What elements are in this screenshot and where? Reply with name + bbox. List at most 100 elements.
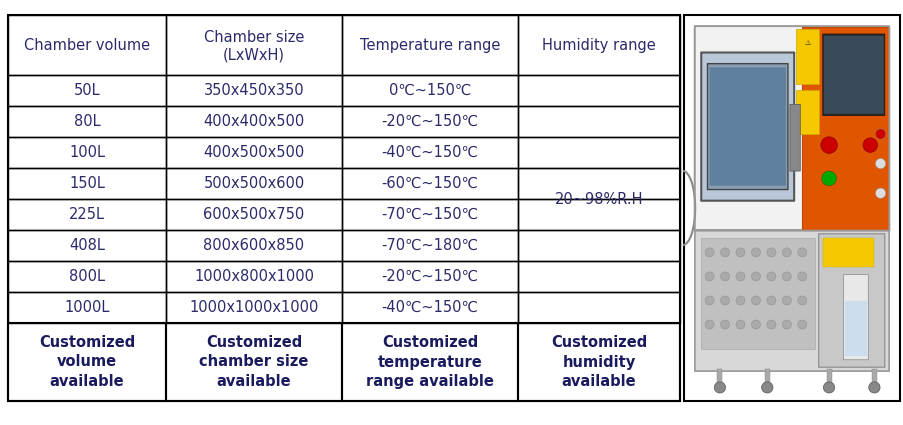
Bar	[166, 199, 341, 230]
Bar	[166, 292, 341, 323]
Bar	[825, 369, 831, 388]
Text: -70℃~150℃: -70℃~150℃	[381, 207, 478, 222]
Text: 80L: 80L	[74, 114, 100, 129]
FancyBboxPatch shape	[701, 53, 793, 201]
Ellipse shape	[823, 382, 833, 393]
Circle shape	[781, 296, 790, 305]
Bar	[717, 369, 721, 388]
Text: 225L: 225L	[69, 207, 105, 222]
Ellipse shape	[713, 382, 725, 393]
Bar	[341, 323, 517, 401]
Circle shape	[862, 138, 877, 152]
Text: 800L: 800L	[69, 269, 105, 284]
Bar	[8, 75, 166, 106]
Bar	[166, 261, 341, 292]
Bar	[341, 199, 517, 230]
Circle shape	[704, 272, 713, 281]
Bar	[517, 230, 679, 261]
Circle shape	[735, 320, 744, 329]
Bar	[517, 261, 679, 292]
Text: Chamber volume: Chamber volume	[23, 37, 150, 53]
FancyBboxPatch shape	[707, 64, 787, 190]
Text: Customized
chamber size
available: Customized chamber size available	[199, 335, 308, 389]
Bar	[166, 230, 341, 261]
Circle shape	[750, 320, 759, 329]
FancyBboxPatch shape	[709, 68, 785, 186]
Circle shape	[704, 296, 713, 305]
FancyBboxPatch shape	[822, 34, 884, 116]
FancyBboxPatch shape	[823, 36, 883, 114]
Bar	[8, 199, 166, 230]
Bar	[701, 238, 814, 348]
Text: 400x400x500: 400x400x500	[203, 114, 304, 129]
Bar	[8, 292, 166, 323]
Bar	[166, 137, 341, 168]
Circle shape	[720, 248, 729, 257]
Circle shape	[766, 272, 775, 281]
Bar	[166, 75, 341, 106]
Circle shape	[704, 248, 713, 257]
Circle shape	[720, 296, 729, 305]
Text: -60℃~150℃: -60℃~150℃	[381, 176, 478, 191]
Bar	[684, 15, 899, 401]
Bar	[517, 323, 679, 401]
Text: 1000L: 1000L	[64, 300, 109, 315]
Text: ⚠: ⚠	[804, 40, 810, 46]
Bar	[341, 15, 517, 75]
Bar	[517, 292, 679, 323]
Text: 20~98%R.H: 20~98%R.H	[554, 192, 643, 207]
Text: Temperature range: Temperature range	[359, 37, 499, 53]
Circle shape	[796, 320, 806, 329]
Circle shape	[720, 272, 729, 281]
Circle shape	[750, 248, 759, 257]
Circle shape	[820, 137, 836, 153]
FancyBboxPatch shape	[789, 105, 799, 171]
Bar	[843, 300, 866, 356]
Text: 350x450x350: 350x450x350	[203, 83, 304, 98]
Bar	[822, 238, 873, 267]
Circle shape	[874, 188, 885, 198]
Text: 408L: 408L	[69, 238, 105, 253]
Bar	[341, 261, 517, 292]
Text: Customized
humidity
available: Customized humidity available	[550, 335, 647, 389]
Bar	[871, 369, 876, 388]
Circle shape	[821, 171, 835, 186]
Bar	[166, 168, 341, 199]
Circle shape	[796, 296, 806, 305]
Bar	[341, 106, 517, 137]
Circle shape	[781, 272, 790, 281]
Circle shape	[750, 296, 759, 305]
Text: 500x500x600: 500x500x600	[203, 176, 304, 191]
Bar	[517, 106, 679, 137]
Circle shape	[781, 320, 790, 329]
Circle shape	[735, 296, 744, 305]
Bar	[166, 106, 341, 137]
FancyBboxPatch shape	[694, 230, 889, 371]
Circle shape	[766, 320, 775, 329]
FancyBboxPatch shape	[818, 234, 884, 367]
Text: 150L: 150L	[69, 176, 105, 191]
Text: 800x600x850: 800x600x850	[203, 238, 304, 253]
Bar	[8, 230, 166, 261]
Text: -40℃~150℃: -40℃~150℃	[381, 145, 478, 160]
Text: 600x500x750: 600x500x750	[203, 207, 304, 222]
Bar	[8, 323, 166, 401]
Bar	[341, 292, 517, 323]
Bar	[802, 27, 888, 230]
Bar	[341, 75, 517, 106]
Circle shape	[874, 159, 885, 169]
Text: -20℃~150℃: -20℃~150℃	[381, 114, 478, 129]
Bar	[8, 137, 166, 168]
Text: -20℃~150℃: -20℃~150℃	[381, 269, 478, 284]
Text: -70℃~180℃: -70℃~180℃	[381, 238, 478, 253]
Text: Customized
volume
available: Customized volume available	[39, 335, 135, 389]
Bar	[341, 230, 517, 261]
Text: Humidity range: Humidity range	[542, 37, 656, 53]
Ellipse shape	[868, 382, 880, 393]
Text: 400x500x500: 400x500x500	[203, 145, 304, 160]
Circle shape	[796, 248, 806, 257]
Circle shape	[720, 320, 729, 329]
Bar	[796, 28, 818, 84]
Bar	[8, 15, 166, 75]
Circle shape	[874, 129, 885, 139]
